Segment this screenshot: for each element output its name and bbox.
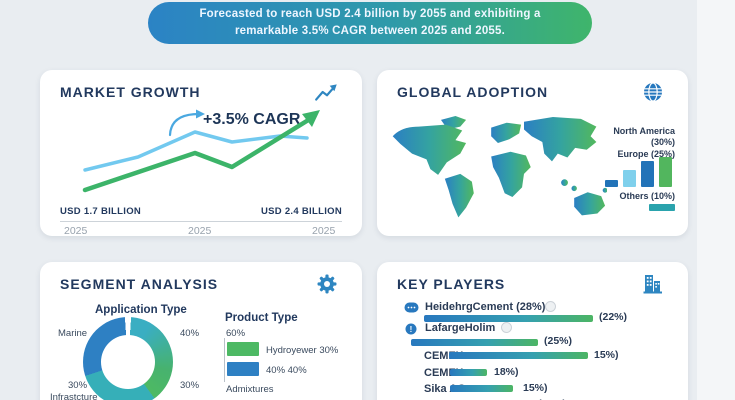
- global-adoption-panel: GLOBAL ADOPTION: [377, 70, 688, 236]
- player-value: 15%): [594, 349, 619, 361]
- global-adoption-title: GLOBAL ADOPTION: [397, 84, 549, 100]
- globe-icon: [644, 82, 662, 102]
- donut-label-30-left: 30%: [68, 380, 88, 391]
- player-bar: [424, 315, 593, 322]
- info-badge-icon: !: [405, 323, 417, 335]
- player-value: (10%): [538, 398, 566, 400]
- donut-label-marine: Marine: [58, 328, 88, 339]
- product-bar2-label: 40% 40%: [266, 365, 307, 376]
- label-admixtures: Admixtures: [226, 384, 274, 395]
- end-value-label: USD 2.4 BILLION: [260, 206, 342, 217]
- label-north-america-text: North America: [613, 126, 675, 136]
- player-value: 15%): [523, 382, 548, 394]
- key-players-title: KEY PLAYERS: [397, 276, 506, 292]
- label-north-america-pct: (30%): [650, 136, 675, 147]
- product-axis-label-60: 60%: [226, 328, 246, 339]
- adoption-mini-bar-chart: [605, 157, 675, 187]
- product-bar-hydroyewer: [227, 342, 259, 356]
- donut-label-40: 40%: [180, 328, 200, 339]
- forecast-banner: Forecasted to reach USD 2.4 billion by 2…: [148, 2, 592, 44]
- bar-others: [605, 180, 618, 187]
- chat-badge-icon: [404, 302, 419, 313]
- player-name: HeidehrgCement (28%): [425, 301, 546, 313]
- banner-line-2: remarkable 3.5% CAGR between 2025 and 20…: [234, 25, 506, 37]
- market-growth-line-chart: [82, 109, 320, 193]
- player-bar: [450, 385, 513, 392]
- product-axis-line: [224, 338, 225, 382]
- label-others: Others (10%): [619, 191, 675, 201]
- segment-analysis-panel: SEGMENT ANALYSIS Application Type Marine…: [40, 262, 362, 400]
- product-type-title: Product Type: [225, 312, 298, 324]
- donut-hole: [101, 335, 155, 389]
- ghost-circle-icon: [501, 322, 512, 333]
- label-europe: Europe (25%): [617, 149, 675, 159]
- player-value: (25%): [544, 335, 573, 347]
- player-bar: [449, 352, 588, 359]
- key-players-panel: KEY PLAYERS HeidehrgCement (28%) (22%): [377, 262, 688, 400]
- gear-icon: [317, 274, 337, 294]
- product-bar-admixtures: [227, 362, 259, 376]
- banner-line-1: Forecasted to reach USD 2.4 billion by 2…: [199, 8, 541, 21]
- application-type-donut-chart: [83, 317, 173, 400]
- bar-rest: [659, 157, 672, 187]
- segment-analysis-title: SEGMENT ANALYSIS: [60, 276, 219, 292]
- donut-chart-title: Application Type: [95, 304, 187, 316]
- product-bar1-label: Hydroyewer 30%: [266, 345, 339, 356]
- world-map: [392, 115, 607, 218]
- svg-text:!: !: [410, 325, 413, 334]
- x-tick-2: 2025: [188, 225, 212, 237]
- cagr-annotation: +3.5% CAGR: [203, 111, 301, 128]
- player-bar: [450, 369, 487, 376]
- bar-north-america: [641, 161, 654, 187]
- x-tick-1: 2025: [64, 225, 88, 237]
- player-bar: [411, 339, 538, 346]
- x-axis-line: [60, 221, 342, 222]
- start-value-label: USD 1.7 BILLION: [60, 206, 142, 217]
- bar-others-small: [649, 204, 675, 211]
- donut-label-infrastructure: Infrastcture: [50, 392, 98, 400]
- line-chart-icon: [315, 84, 337, 101]
- ghost-circle-icon: [545, 301, 556, 312]
- market-growth-title: MARKET GROWTH: [60, 84, 201, 100]
- x-tick-3: 2025: [312, 225, 336, 237]
- bar-europe: [623, 170, 636, 187]
- player-value: 18%): [494, 366, 519, 378]
- market-growth-panel: MARKET GROWTH +3.5% CAGR USD 1.7 BILLION…: [40, 70, 362, 237]
- right-margin: [697, 0, 735, 400]
- buildings-icon: [643, 275, 662, 294]
- label-north-america: North America (30%): [565, 126, 675, 148]
- player-value: (22%): [599, 311, 628, 323]
- donut-label-30-right: 30%: [180, 380, 200, 391]
- player-name: LafargeHolim: [425, 322, 496, 334]
